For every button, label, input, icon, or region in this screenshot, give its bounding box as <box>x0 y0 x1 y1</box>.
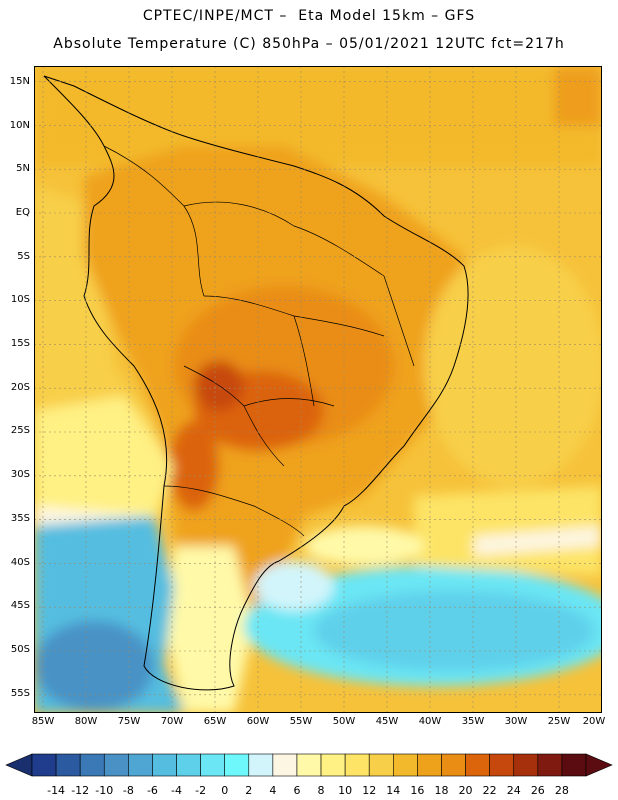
colorbar <box>5 753 613 777</box>
lat-label: 25S <box>10 425 30 436</box>
colorbar-low-arrow <box>5 753 33 777</box>
lon-label: 60W <box>246 716 270 727</box>
lat-label: 5N <box>16 163 30 174</box>
lon-label: 20W <box>582 716 606 727</box>
lat-label: 40S <box>10 557 30 568</box>
colorbar-cells <box>31 753 587 777</box>
atlantic-pale-cyan <box>254 561 334 611</box>
lon-label: 65W <box>203 716 227 727</box>
colorbar-label: 10 <box>338 784 353 797</box>
colorbar-label: 0 <box>221 784 229 797</box>
colorbar-cell <box>55 753 81 777</box>
lon-label: 75W <box>117 716 141 727</box>
colorbar-cell <box>31 753 57 777</box>
chaco-core <box>194 361 244 411</box>
lon-label: 35W <box>461 716 485 727</box>
lat-label: EQ <box>15 207 30 218</box>
lon-label: 85W <box>31 716 55 727</box>
lon-label: 25W <box>547 716 571 727</box>
lat-label: 30S <box>10 469 30 480</box>
colorbar-cell <box>441 753 466 777</box>
colorbar-label: 2 <box>245 784 253 797</box>
lat-label: 10N <box>9 120 30 131</box>
colorbar-cell <box>513 753 539 777</box>
lon-label: 45W <box>375 716 399 727</box>
lon-label: 80W <box>74 716 98 727</box>
colorbar-label: 20 <box>458 784 473 797</box>
title-line-1: CPTEC/INPE/MCT – Eta Model 15km – GFS <box>142 8 476 24</box>
lat-label: 10S <box>10 294 30 305</box>
colorbar-cell <box>320 753 346 777</box>
colorbar-label: 4 <box>269 784 277 797</box>
colorbar-label: -8 <box>122 784 134 797</box>
patagonia-yellow <box>164 546 254 713</box>
colorbar-label: 14 <box>386 784 401 797</box>
lat-label: 45S <box>10 600 30 611</box>
colorbar-cell <box>368 753 394 777</box>
uruguay-coast <box>304 526 424 566</box>
map-frame <box>34 66 602 713</box>
title-line-2: Absolute Temperature (C) 850hPa – 05/01/… <box>53 36 565 52</box>
colorbar-cell <box>176 753 201 777</box>
pacific-cool-yellow <box>34 396 174 526</box>
colorbar-label: 26 <box>530 784 545 797</box>
andes-lee-core <box>169 421 219 511</box>
lon-label: 40W <box>418 716 442 727</box>
colorbar-cell <box>103 753 129 777</box>
country-borders <box>103 145 415 537</box>
lat-label: 5S <box>17 251 30 262</box>
colorbar-label: -10 <box>95 784 114 797</box>
colorbar-label: 18 <box>434 784 449 797</box>
subtropical-atlantic <box>414 486 602 576</box>
colorbar-cell <box>224 753 250 777</box>
colorbar-label: 6 <box>293 784 301 797</box>
colorbar-label: 28 <box>554 784 569 797</box>
colorbar-label: -12 <box>71 784 90 797</box>
colorbar-cell <box>128 753 153 777</box>
subtropical-cream <box>474 526 602 556</box>
colorbar-cell <box>465 753 490 777</box>
colorbar-label: -4 <box>171 784 182 797</box>
colorbar-cell <box>344 753 370 777</box>
colorbar-cell <box>200 753 225 777</box>
colorbar-label: 8 <box>317 784 325 797</box>
se-pacific-core <box>34 621 154 711</box>
lat-label: 15S <box>10 338 30 349</box>
lat-label: 20S <box>10 382 30 393</box>
lon-label: 50W <box>332 716 356 727</box>
ne-warm-patch <box>554 66 602 126</box>
lon-label: 30W <box>504 716 528 727</box>
tropical-north-band <box>34 66 602 166</box>
colorbar-cell <box>79 753 105 777</box>
lat-label: 50S <box>10 644 30 655</box>
colorbar-cell <box>489 753 515 777</box>
colorbar-label: 24 <box>506 784 521 797</box>
south-atlantic-core <box>314 591 594 671</box>
colorbar-label: -6 <box>146 784 158 797</box>
lon-label: 55W <box>289 716 313 727</box>
colorbar-cell <box>248 753 274 777</box>
colorbar-cell <box>417 753 442 777</box>
colorbar-label: 12 <box>362 784 377 797</box>
lat-label: 55S <box>10 688 30 699</box>
east-atlantic <box>424 246 602 486</box>
lon-label: 70W <box>160 716 184 727</box>
temperature-map <box>34 66 602 713</box>
colorbar-cell <box>537 753 563 777</box>
colorbar-cell <box>561 753 587 777</box>
colorbar-cell <box>152 753 177 777</box>
colorbar-high-arrow <box>585 753 613 777</box>
colorbar-label: -14 <box>47 784 66 797</box>
colorbar-cell <box>393 753 418 777</box>
coastline <box>43 75 469 691</box>
colorbar-label: 16 <box>410 784 425 797</box>
colorbar-label: 22 <box>482 784 497 797</box>
colorbar-cell <box>296 753 322 777</box>
colorbar-label: -2 <box>195 784 207 797</box>
lat-label: 15N <box>9 76 30 87</box>
colorbar-cell <box>272 753 298 777</box>
lat-label: 35S <box>10 513 30 524</box>
